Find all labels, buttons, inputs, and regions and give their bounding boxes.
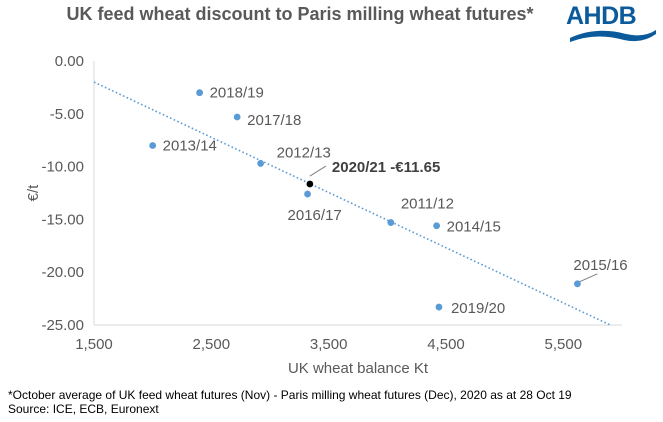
footnote: *October average of UK feed wheat future…	[8, 388, 572, 416]
footnote-source: Source: ICE, ECB, Euronext	[8, 402, 159, 416]
point-label: 2015/16	[573, 257, 627, 274]
y-axis-title: €/t	[25, 184, 42, 202]
point-label: 2020/21 -€11.65	[332, 159, 440, 176]
y-tick-label: -5.00	[50, 106, 84, 123]
point-label: 2013/14	[163, 137, 217, 154]
y-tick-label: 0.00	[55, 53, 84, 70]
point-label: 2019/20	[451, 300, 505, 317]
y-tick-label: -25.00	[41, 317, 84, 334]
y-tick-label: -20.00	[41, 264, 84, 281]
logo-wave-icon	[570, 30, 656, 42]
data-point	[304, 190, 311, 198]
x-tick-label: 5,500	[545, 336, 583, 353]
data-point	[387, 219, 395, 226]
y-tick-label: -10.00	[41, 159, 84, 176]
data-point	[306, 180, 314, 188]
data-point	[574, 280, 581, 288]
data-point	[196, 89, 204, 97]
x-tick-label: 4,500	[427, 336, 465, 353]
data-point	[149, 142, 157, 149]
data-point	[257, 160, 265, 167]
data-point	[233, 113, 241, 121]
x-tick-label: 1,500	[75, 336, 113, 353]
ahdb-logo: AHDB	[566, 0, 658, 46]
footnote-line-1: *October average of UK feed wheat future…	[8, 388, 572, 402]
point-label: 2016/17	[288, 207, 342, 224]
point-label: 2017/18	[247, 112, 301, 129]
chart-title: UK feed wheat discount to Paris milling …	[66, 4, 534, 24]
x-tick-label: 2,500	[193, 336, 231, 353]
point-label: 2018/19	[210, 85, 264, 102]
x-axis-title: UK wheat balance Kt	[288, 360, 429, 377]
data-point	[435, 303, 443, 311]
point-label: 2012/13	[277, 144, 331, 161]
point-label: 2011/12	[401, 196, 454, 213]
x-tick-label: 3,500	[310, 336, 348, 353]
point-label: 2014/15	[447, 219, 501, 236]
y-tick-label: -15.00	[41, 211, 84, 228]
data-point	[433, 222, 441, 230]
scatter-chart: 0.00 -5.00 -10.00 -15.00 -20.00 -25.00 1,500 2,…	[25, 53, 628, 377]
logo-text: AHDB	[566, 2, 637, 30]
leader-line	[579, 273, 598, 283]
trendline	[93, 81, 611, 326]
leader-line	[309, 165, 327, 177]
